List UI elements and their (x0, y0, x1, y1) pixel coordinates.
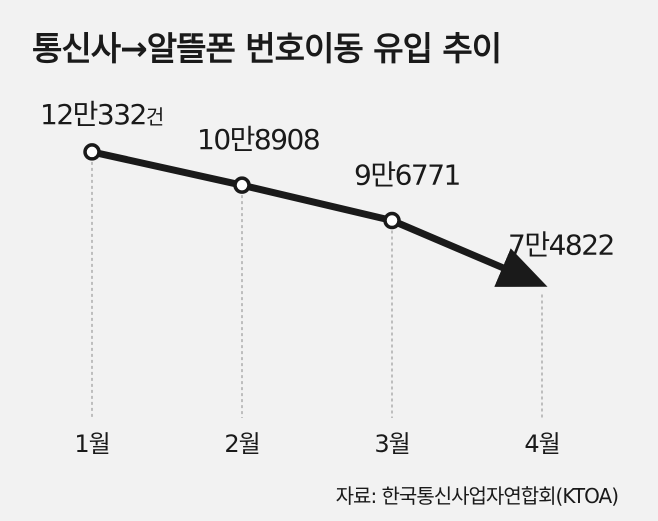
value-label-2: 10만8908 (197, 123, 319, 156)
value-label-3: 9만6771 (354, 159, 460, 192)
x-tick-label-2: 2월 (224, 430, 259, 458)
data-point-1 (83, 143, 101, 161)
data-point-3 (383, 211, 401, 230)
value-label-4: 7만4822 (508, 228, 614, 261)
x-tick-label-4: 4월 (524, 430, 559, 458)
series-segment-1 (91, 148, 243, 189)
data-point-2 (233, 176, 251, 194)
source-note: 자료: 한국통신사업자연합회(KTOA) (335, 484, 619, 508)
series-segment-3 (390, 217, 548, 287)
x-tick-label-1: 1월 (74, 430, 109, 458)
series-segment-2 (241, 181, 393, 224)
x-tick-label-3: 3월 (374, 430, 409, 458)
chart-title: 통신사→알뜰폰 번호이동 유입 추이 (32, 29, 502, 68)
value-label-1: 12만332건 (40, 98, 164, 131)
